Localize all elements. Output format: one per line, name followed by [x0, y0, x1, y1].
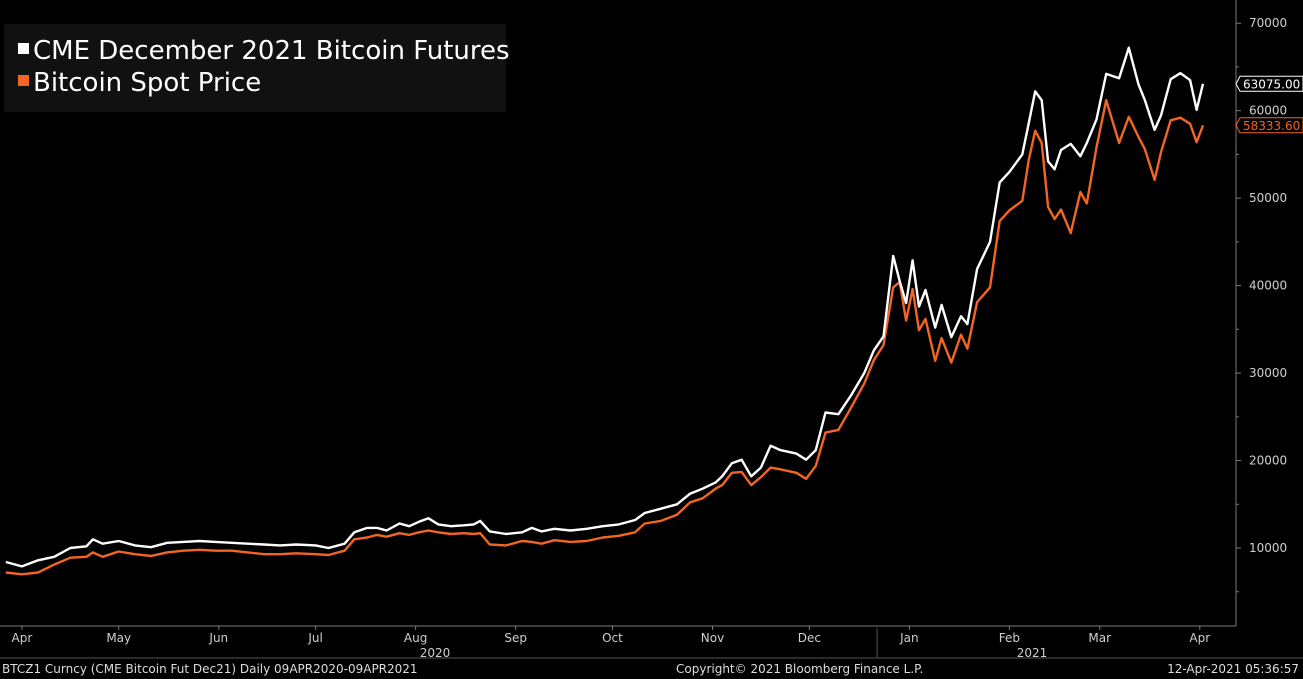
y-tick-label-70000: 70000 — [1249, 16, 1287, 30]
series-line-futures — [5, 46, 1205, 568]
y-tick-label-10000: 10000 — [1249, 541, 1287, 555]
x-tick-label-oct-6: Oct — [602, 631, 623, 645]
legend-swatch-futures — [18, 43, 29, 54]
last-value-label-spot: 58333.60 — [1243, 119, 1300, 133]
x-tick-label-jan-9: Jan — [899, 631, 919, 645]
y-tick-label-30000: 30000 — [1249, 366, 1287, 380]
x-tick-label-sep-5: Sep — [504, 631, 527, 645]
x-tick-label-may-1: May — [106, 631, 131, 645]
chart-legend: CME December 2021 Bitcoin Futures Bitcoi… — [4, 24, 510, 112]
x-tick-label-dec-8: Dec — [798, 631, 821, 645]
legend-label-spot: Bitcoin Spot Price — [33, 68, 262, 98]
x-tick-label-aug-4: Aug — [404, 631, 427, 645]
y-tick-label-40000: 40000 — [1249, 279, 1287, 293]
x-tick-label-jun-2: Jun — [208, 631, 228, 645]
legend-item-spot: Bitcoin Spot Price — [18, 68, 261, 98]
legend-item-futures: CME December 2021 Bitcoin Futures — [18, 36, 510, 66]
y-tick-label-50000: 50000 — [1249, 191, 1287, 205]
y-tick-label-60000: 60000 — [1249, 104, 1287, 118]
series-line-spot — [5, 99, 1205, 576]
last-value-tag-spot — [1235, 117, 1303, 134]
x-tick-label-apr-0: Apr — [12, 631, 33, 645]
x-year-label-2020: 2020 — [420, 646, 451, 660]
footer-copyright: Copyright© 2021 Bloomberg Finance L.P. — [676, 662, 924, 676]
x-year-label-2021: 2021 — [1017, 646, 1048, 660]
last-value-tag-futures — [1235, 75, 1303, 92]
last-value-label-futures: 63075.00 — [1243, 77, 1300, 91]
x-tick-label-apr-12: Apr — [1189, 631, 1210, 645]
x-tick-label-mar-11: Mar — [1088, 631, 1111, 645]
x-tick-label-jul-3: Jul — [307, 631, 322, 645]
x-tick-label-nov-7: Nov — [701, 631, 724, 645]
footer-ticker-info: BTCZ1 Curncy (CME Bitcoin Fut Dec21) Dai… — [2, 662, 418, 676]
legend-label-futures: CME December 2021 Bitcoin Futures — [33, 36, 510, 66]
legend-swatch-spot — [18, 75, 29, 86]
footer-timestamp: 12-Apr-2021 05:36:57 — [1167, 662, 1299, 676]
y-tick-label-20000: 20000 — [1249, 454, 1287, 468]
x-tick-label-feb-10: Feb — [999, 631, 1020, 645]
